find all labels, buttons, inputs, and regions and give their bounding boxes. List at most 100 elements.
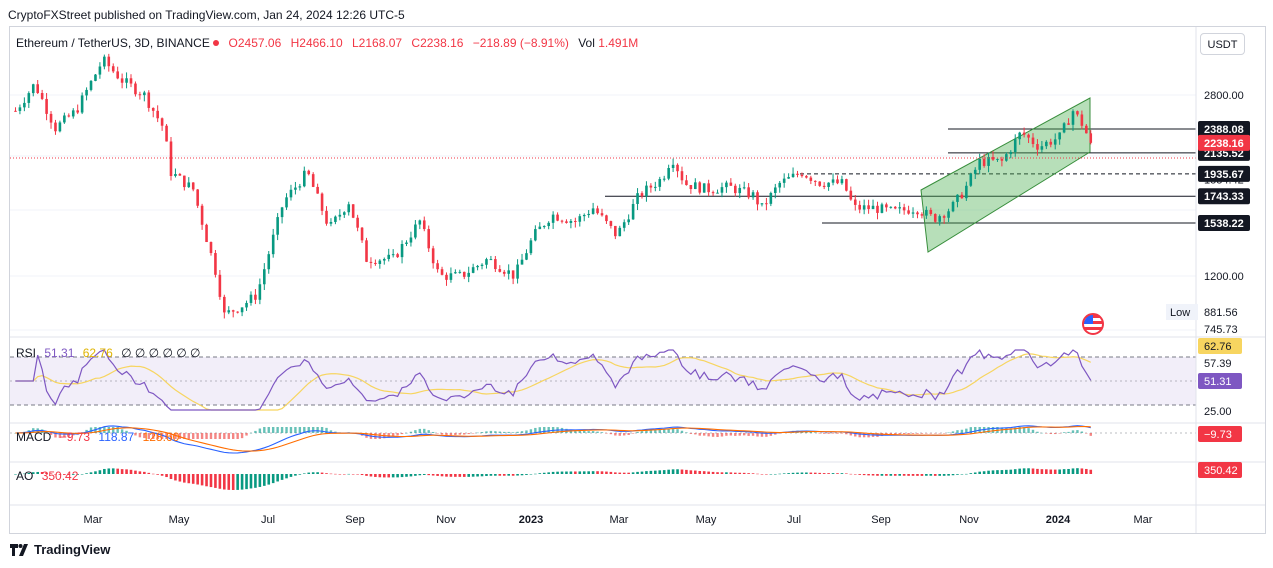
time-tick-label: 2023 <box>519 514 543 526</box>
candle-body <box>236 311 239 313</box>
level-price-tag <box>1198 165 1250 182</box>
candle-body <box>138 94 142 96</box>
ao-bar <box>400 474 404 478</box>
candle-body <box>409 237 413 243</box>
ao-bar <box>902 474 906 476</box>
candle-body <box>1080 114 1084 126</box>
macd-hist-bar <box>667 428 670 433</box>
symbol-legend[interactable]: Ethereum / TetherUS, 3D, BINANCE O2457.0… <box>16 36 644 50</box>
ao-bar <box>67 474 71 475</box>
macd-hist-bar <box>409 431 413 433</box>
candle-body <box>658 179 662 187</box>
ao-bar <box>45 472 48 474</box>
candlestick-series <box>14 53 1093 319</box>
candle-body <box>1000 158 1004 161</box>
ao-bar <box>223 474 226 490</box>
macd-hist-bar <box>938 433 941 434</box>
time-tick-label: 2024 <box>1046 514 1071 526</box>
ao-legend[interactable]: AO 350.42 <box>16 469 78 483</box>
macd-hist-bar <box>849 433 853 436</box>
time-tick-label: Mar <box>610 514 629 526</box>
macd-hist-bar <box>1089 433 1092 436</box>
tradingview-footer[interactable]: TradingView <box>10 542 110 557</box>
candle-body <box>605 215 608 222</box>
level-price-tag <box>1198 188 1250 205</box>
ao-bar <box>591 471 595 474</box>
candle-body <box>218 274 222 297</box>
macd-legend[interactable]: MACD −9.73 118.87 128.60 <box>16 430 179 444</box>
macd-hist-bar <box>934 433 937 434</box>
ao-bar <box>885 474 888 476</box>
ao-bar <box>707 471 710 474</box>
candle-body <box>187 182 191 188</box>
candle-body <box>925 209 928 216</box>
macd-hist-bar <box>387 433 390 438</box>
ao-bar <box>254 474 257 488</box>
ao-bar <box>1000 470 1004 474</box>
candle-body <box>347 204 351 213</box>
candle-body <box>729 182 733 186</box>
macd-hist-bar <box>507 431 510 433</box>
candle-body <box>809 177 813 181</box>
candle-body <box>369 261 373 263</box>
ao-bar <box>103 468 106 474</box>
ao-bar <box>627 472 630 474</box>
candle-body <box>67 115 71 117</box>
ao-bar <box>480 474 484 477</box>
ao-bar <box>276 474 279 482</box>
time-tick-label: Jul <box>787 514 801 526</box>
ao-bar <box>183 474 186 483</box>
ao-bar <box>14 474 17 475</box>
rsi-legend[interactable]: RSI 51.31 62.76 ∅ ∅ ∅ ∅ ∅ ∅ <box>16 346 201 360</box>
macd-hist-bar <box>232 433 235 439</box>
macd-hist-bar <box>1067 431 1070 433</box>
symbol-name[interactable]: Ethereum / TetherUS, 3D, BINANCE <box>16 36 210 50</box>
candle-body <box>876 205 879 213</box>
volume-label: Vol <box>578 36 595 50</box>
macd-hist-bar <box>311 427 315 433</box>
rsi-value: 51.31 <box>44 346 75 360</box>
candle-body <box>254 294 257 300</box>
candle-body <box>396 254 399 258</box>
candle-body <box>271 234 275 255</box>
ao-bar <box>1009 469 1013 474</box>
level-price-tag <box>1198 214 1250 231</box>
price-tick-label: 1200.00 <box>1204 271 1244 283</box>
chart-frame[interactable] <box>9 26 1266 534</box>
ao-bar <box>231 474 235 490</box>
candle-body <box>302 170 306 187</box>
candle-body <box>120 78 124 83</box>
candle-body <box>916 212 919 215</box>
currency-button[interactable]: USDT <box>1200 33 1245 55</box>
ao-bar <box>605 471 608 474</box>
macd-hist-bar <box>574 430 577 433</box>
candle-body <box>98 66 102 75</box>
ao-bar <box>191 474 195 484</box>
ao-bar <box>58 474 62 475</box>
time-tick-label: May <box>696 514 717 526</box>
candle-body <box>520 259 524 265</box>
candle-body <box>529 240 533 254</box>
us-flag-event-icon[interactable] <box>1082 313 1104 335</box>
candle-body <box>947 211 950 218</box>
low-tag <box>1166 304 1198 320</box>
macd-hist-bar <box>298 427 302 433</box>
ao-bar <box>791 472 795 474</box>
macd-hist-bar <box>862 433 866 438</box>
macd-hist-bar <box>418 428 422 433</box>
candle-body <box>791 173 795 178</box>
ao-bar <box>1018 468 1021 474</box>
candle-body <box>716 192 719 194</box>
macd-hist-bar <box>840 433 844 434</box>
candle-body <box>960 194 964 199</box>
candle-body <box>134 83 137 95</box>
macd-hist-bar <box>307 427 310 433</box>
ao-bar <box>205 474 208 487</box>
ao-bar <box>822 473 826 474</box>
candle-body <box>654 186 657 188</box>
macd-hist-bar <box>729 433 733 436</box>
candle-body <box>334 216 337 222</box>
ao-bar <box>587 471 590 474</box>
ao-bar <box>178 474 182 482</box>
